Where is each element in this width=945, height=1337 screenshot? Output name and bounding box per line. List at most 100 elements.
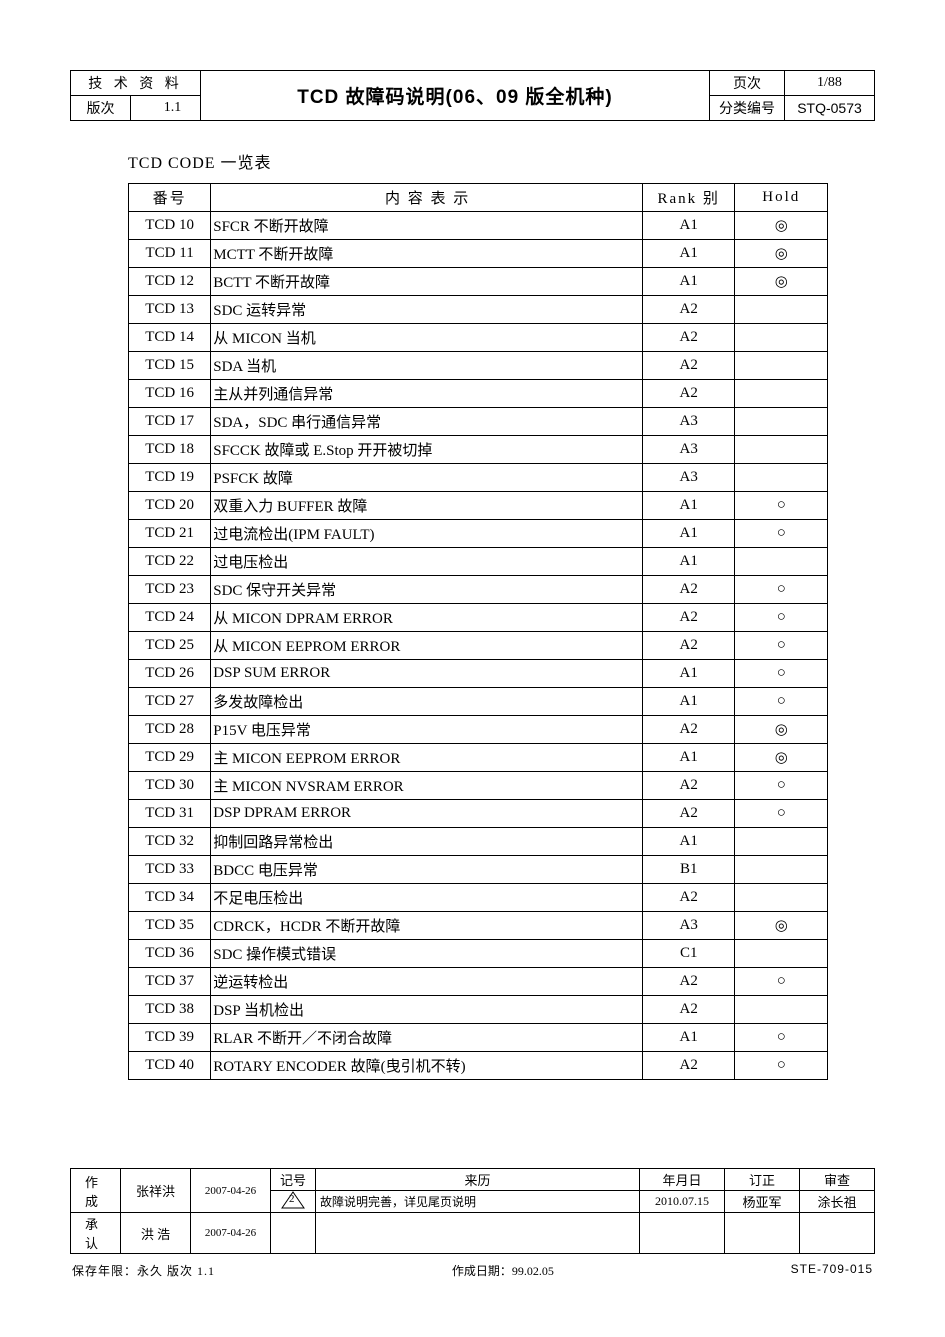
cell-rank: A2 bbox=[642, 576, 735, 604]
cell-hold: ○ bbox=[735, 632, 828, 660]
cell-code: TCD 31 bbox=[129, 800, 211, 828]
cell-desc: BCTT 不断开故障 bbox=[211, 268, 643, 296]
cell-desc: 双重入力 BUFFER 故障 bbox=[211, 492, 643, 520]
table-row: TCD 25从 MICON EEPROM ERRORA2○ bbox=[129, 632, 828, 660]
bottom-mid: 作成日期：99.02.05 bbox=[452, 1262, 554, 1279]
cell-rank: A2 bbox=[642, 296, 735, 324]
approve-date: 2007-04-26 bbox=[191, 1213, 271, 1254]
cell-code: TCD 34 bbox=[129, 884, 211, 912]
cell-rank: A1 bbox=[642, 492, 735, 520]
table-row: TCD 39RLAR 不断开／不闭合故障A1○ bbox=[129, 1024, 828, 1052]
table-row: TCD 11MCTT 不断开故障A1◎ bbox=[129, 240, 828, 268]
cell-rank: A1 bbox=[642, 828, 735, 856]
cell-desc: CDRCK，HCDR 不断开故障 bbox=[211, 912, 643, 940]
table-row: TCD 21过电流检出(IPM FAULT)A1○ bbox=[129, 520, 828, 548]
cell-hold: ◎ bbox=[735, 212, 828, 240]
cell-hold: ○ bbox=[735, 520, 828, 548]
footer-area: 作 成 张祥洪 2007-04-26 记号 来历 年月日 订正 审查 2 故障说… bbox=[70, 1168, 875, 1279]
cell-code: TCD 25 bbox=[129, 632, 211, 660]
cell-hold: ○ bbox=[735, 604, 828, 632]
page-value: 1/88 bbox=[785, 71, 875, 96]
cell-desc: 过电压检出 bbox=[211, 548, 643, 576]
cell-hold: ○ bbox=[735, 660, 828, 688]
cell-rank: A3 bbox=[642, 912, 735, 940]
cell-rank: A2 bbox=[642, 800, 735, 828]
cell-rank: A2 bbox=[642, 772, 735, 800]
cell-code: TCD 20 bbox=[129, 492, 211, 520]
cell-desc: SFCCK 故障或 E.Stop 开开被切掉 bbox=[211, 436, 643, 464]
empty-cell bbox=[316, 1213, 640, 1254]
cell-code: TCD 11 bbox=[129, 240, 211, 268]
cell-hold bbox=[735, 996, 828, 1024]
table-header-row: 番号 内 容 表 示 Rank 别 Hold bbox=[129, 184, 828, 212]
cell-desc: 主从并列通信异常 bbox=[211, 380, 643, 408]
table-row: TCD 36SDC 操作模式错误C1 bbox=[129, 940, 828, 968]
class-label: 分类编号 bbox=[710, 96, 785, 121]
cell-hold: ○ bbox=[735, 492, 828, 520]
mark-label: 记号 bbox=[271, 1169, 316, 1191]
cell-rank: A2 bbox=[642, 352, 735, 380]
table-row: TCD 31DSP DPRAM ERRORA2○ bbox=[129, 800, 828, 828]
cell-hold: ◎ bbox=[735, 716, 828, 744]
cell-code: TCD 17 bbox=[129, 408, 211, 436]
cell-code: TCD 32 bbox=[129, 828, 211, 856]
cell-rank: A1 bbox=[642, 240, 735, 268]
table-row: TCD 30主 MICON NVSRAM ERRORA2○ bbox=[129, 772, 828, 800]
cell-hold: ○ bbox=[735, 968, 828, 996]
table-row: TCD 22过电压检出A1 bbox=[129, 548, 828, 576]
cell-desc: 从 MICON EEPROM ERROR bbox=[211, 632, 643, 660]
cell-desc: DSP 当机检出 bbox=[211, 996, 643, 1024]
cell-hold bbox=[735, 296, 828, 324]
table-row: TCD 27多发故障检出A1○ bbox=[129, 688, 828, 716]
cell-desc: SDC 运转异常 bbox=[211, 296, 643, 324]
class-value: STQ-0573 bbox=[785, 96, 875, 121]
cell-hold: ◎ bbox=[735, 240, 828, 268]
table-row: TCD 18SFCCK 故障或 E.Stop 开开被切掉A3 bbox=[129, 436, 828, 464]
review-label: 审查 bbox=[800, 1169, 875, 1191]
cell-code: TCD 15 bbox=[129, 352, 211, 380]
cell-desc: BDCC 电压异常 bbox=[211, 856, 643, 884]
cell-rank: A2 bbox=[642, 380, 735, 408]
cell-rank: A1 bbox=[642, 520, 735, 548]
history-label: 来历 bbox=[316, 1169, 640, 1191]
col-header-code: 番号 bbox=[129, 184, 211, 212]
cell-rank: B1 bbox=[642, 856, 735, 884]
table-row: TCD 29主 MICON EEPROM ERRORA1◎ bbox=[129, 744, 828, 772]
cell-hold: ○ bbox=[735, 800, 828, 828]
cell-desc: RLAR 不断开／不闭合故障 bbox=[211, 1024, 643, 1052]
rev-num: 2 bbox=[289, 1193, 295, 1205]
cell-rank: A1 bbox=[642, 660, 735, 688]
tech-label: 技 术 资 料 bbox=[71, 71, 201, 96]
revise-label: 订正 bbox=[725, 1169, 800, 1191]
cell-rank: A2 bbox=[642, 996, 735, 1024]
table-row: TCD 12BCTT 不断开故障A1◎ bbox=[129, 268, 828, 296]
version-value: 1.1 bbox=[131, 96, 201, 121]
created-label: 作 成 bbox=[71, 1169, 121, 1213]
cell-code: TCD 24 bbox=[129, 604, 211, 632]
cell-desc: SDC 保守开关异常 bbox=[211, 576, 643, 604]
created-date: 2007-04-26 bbox=[191, 1169, 271, 1213]
cell-desc: P15V 电压异常 bbox=[211, 716, 643, 744]
table-row: TCD 40ROTARY ENCODER 故障(曳引机不转)A2○ bbox=[129, 1052, 828, 1080]
cell-rank: A1 bbox=[642, 744, 735, 772]
created-by: 张祥洪 bbox=[121, 1169, 191, 1213]
cell-rank: A2 bbox=[642, 1052, 735, 1080]
cell-rank: A1 bbox=[642, 1024, 735, 1052]
table-row: TCD 32抑制回路异常检出A1 bbox=[129, 828, 828, 856]
empty-cell bbox=[725, 1213, 800, 1254]
cell-desc: SFCR 不断开故障 bbox=[211, 212, 643, 240]
cell-desc: 多发故障检出 bbox=[211, 688, 643, 716]
cell-rank: A2 bbox=[642, 716, 735, 744]
approve-by: 洪 浩 bbox=[121, 1213, 191, 1254]
doc-title: TCD 故障码说明(06、09 版全机种) bbox=[201, 71, 710, 121]
cell-desc: 过电流检出(IPM FAULT) bbox=[211, 520, 643, 548]
cell-hold bbox=[735, 828, 828, 856]
cell-hold bbox=[735, 464, 828, 492]
cell-code: TCD 37 bbox=[129, 968, 211, 996]
cell-code: TCD 12 bbox=[129, 268, 211, 296]
cell-desc: 从 MICON DPRAM ERROR bbox=[211, 604, 643, 632]
table-row: TCD 35CDRCK，HCDR 不断开故障A3◎ bbox=[129, 912, 828, 940]
cell-desc: ROTARY ENCODER 故障(曳引机不转) bbox=[211, 1052, 643, 1080]
rev-review: 涂长祖 bbox=[800, 1191, 875, 1213]
cell-rank: A1 bbox=[642, 688, 735, 716]
